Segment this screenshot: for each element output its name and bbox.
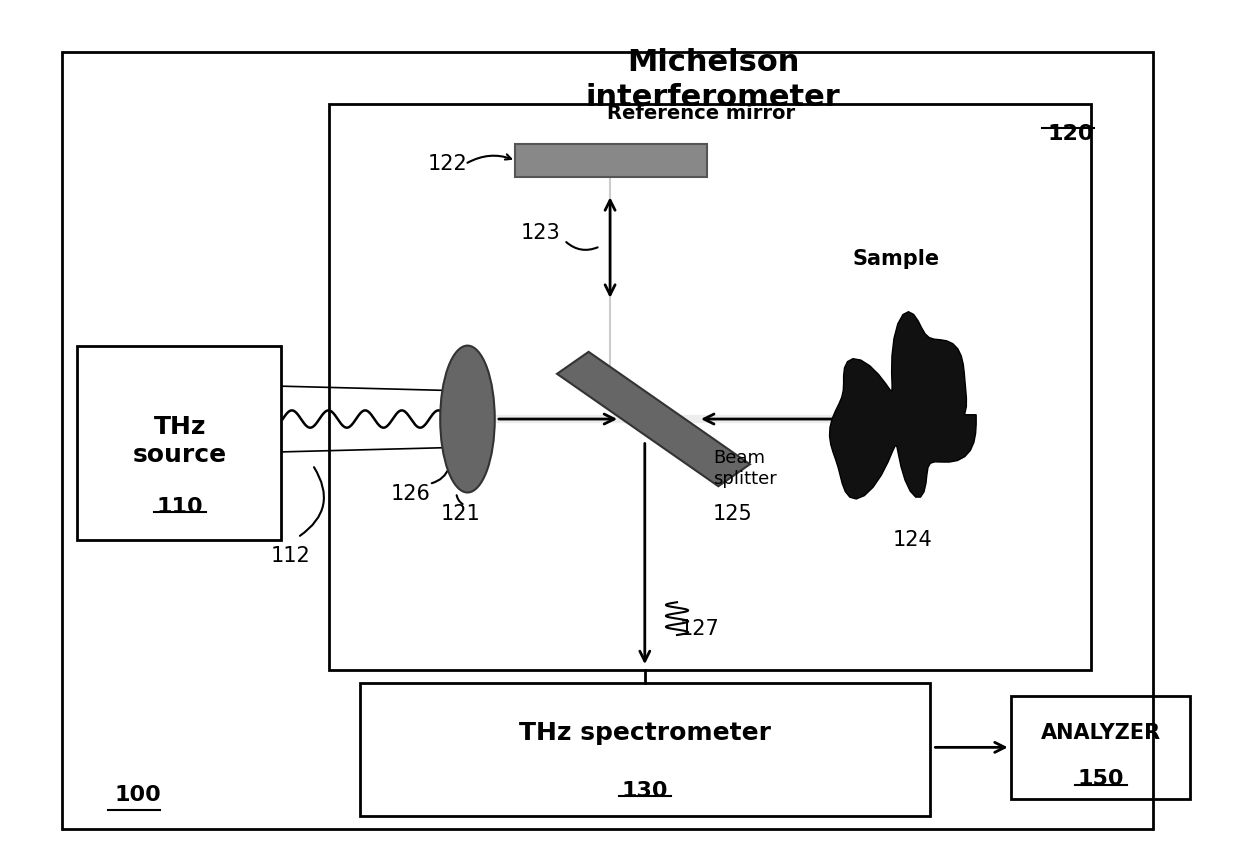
Text: THz
source: THz source xyxy=(133,415,227,467)
Text: 130: 130 xyxy=(621,780,668,801)
Text: Reference mirror: Reference mirror xyxy=(606,104,795,123)
Bar xyxy=(77,346,281,540)
Text: 110: 110 xyxy=(156,497,203,518)
Bar xyxy=(515,144,707,177)
Text: 124: 124 xyxy=(893,530,932,550)
Text: 127: 127 xyxy=(680,619,719,639)
Text: ANALYZER: ANALYZER xyxy=(1042,722,1161,743)
Text: 122: 122 xyxy=(428,154,467,175)
Polygon shape xyxy=(830,312,976,499)
Text: Michelson
interferometer: Michelson interferometer xyxy=(585,48,841,112)
Text: 120: 120 xyxy=(1048,124,1094,143)
Text: THz spectrometer: THz spectrometer xyxy=(518,721,771,745)
Text: 126: 126 xyxy=(391,484,430,505)
Text: Sample: Sample xyxy=(853,249,940,270)
Bar xyxy=(360,683,930,816)
Text: 112: 112 xyxy=(270,545,310,566)
Text: Beam
splitter: Beam splitter xyxy=(713,449,776,487)
Polygon shape xyxy=(557,352,750,486)
Bar xyxy=(329,104,1091,670)
Text: 123: 123 xyxy=(521,223,560,244)
Text: 125: 125 xyxy=(713,504,753,524)
Text: 100: 100 xyxy=(114,785,161,805)
Text: 150: 150 xyxy=(1078,769,1125,790)
Text: 121: 121 xyxy=(440,504,480,524)
Bar xyxy=(1011,696,1190,799)
Ellipse shape xyxy=(440,346,495,492)
Bar xyxy=(62,52,1153,829)
